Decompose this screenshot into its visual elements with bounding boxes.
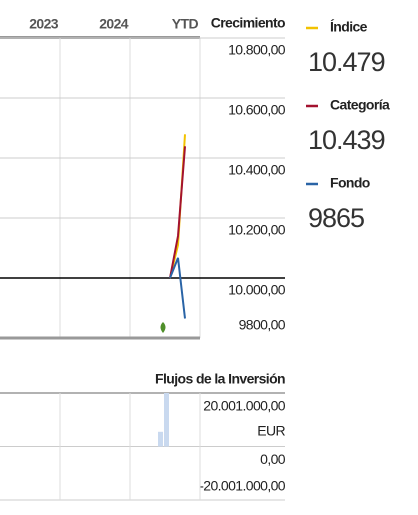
flow-bar <box>158 431 163 447</box>
y-tick-label: 9800,00 <box>239 317 286 333</box>
flows-unit: EUR <box>257 423 285 439</box>
period-label: 2023 <box>29 16 59 32</box>
legend-label: Índice <box>330 19 368 35</box>
y-tick-label: 10.600,00 <box>228 102 286 118</box>
y-tick-label: 20.001.000,00 <box>203 398 286 414</box>
flow-bar <box>164 393 169 447</box>
flows-title: Flujos de la Inversión <box>155 371 285 387</box>
legend-value: 10.479 <box>308 47 385 77</box>
y-tick-label: 10.000,00 <box>228 282 286 298</box>
legend-value: 9865 <box>308 203 364 233</box>
y-tick-label: 10.800,00 <box>228 42 286 58</box>
legend-value: 10.439 <box>308 125 385 155</box>
series-line <box>169 146 186 279</box>
y-tick-label: -20.001.000,00 <box>199 478 286 494</box>
series-line <box>169 257 186 319</box>
legend-label: Fondo <box>330 175 370 191</box>
series-line <box>169 134 186 279</box>
y-tick-label: 10.400,00 <box>228 162 286 178</box>
y-tick-label: 0,00 <box>260 451 286 467</box>
period-label: YTD <box>172 16 199 32</box>
growth-title: Crecimiento <box>211 15 285 31</box>
period-label: 2024 <box>99 16 129 32</box>
y-tick-label: 10.200,00 <box>228 222 286 238</box>
event-marker[interactable] <box>160 322 166 333</box>
legend-label: Categoría <box>330 97 390 113</box>
